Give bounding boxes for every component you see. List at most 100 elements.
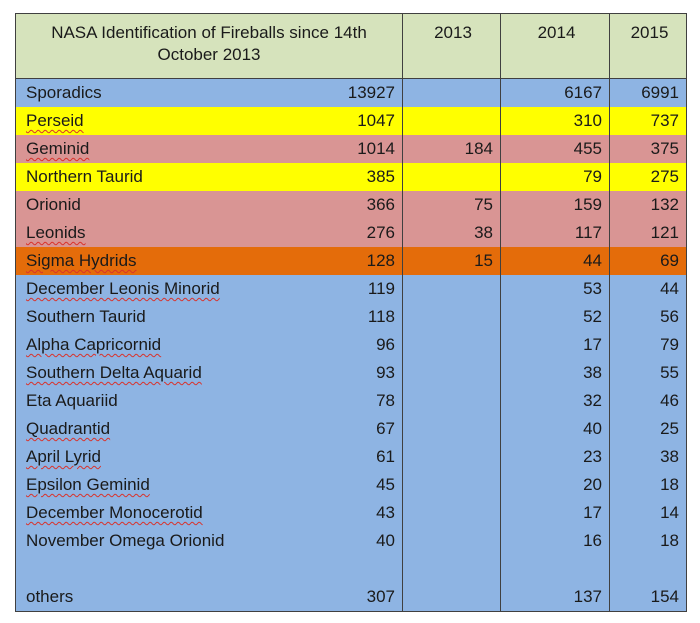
count-2014: 44 bbox=[500, 247, 611, 275]
count-2013 bbox=[402, 163, 502, 191]
count-2014: 117 bbox=[500, 219, 611, 247]
table-row: Perseid 1047 310 737 bbox=[15, 107, 688, 135]
count-2014: 38 bbox=[500, 359, 611, 387]
count-2014-text: 20 bbox=[583, 475, 603, 494]
shower-name: April Lyrid bbox=[15, 443, 326, 471]
count-2015-text: 79 bbox=[660, 335, 680, 354]
year-2014-header: 2014 bbox=[500, 13, 611, 79]
total-count: 366 bbox=[325, 191, 404, 219]
count-2014-text: 137 bbox=[573, 587, 603, 606]
count-2014: 20 bbox=[500, 471, 611, 499]
shower-name-text: Eta Aquariid bbox=[26, 391, 118, 410]
total-count: 385 bbox=[325, 163, 404, 191]
count-2015: 14 bbox=[609, 499, 688, 527]
total-count-text: 366 bbox=[366, 195, 396, 214]
count-2013: 184 bbox=[402, 135, 502, 163]
count-2014: 79 bbox=[500, 163, 611, 191]
total-count-text: 118 bbox=[367, 307, 396, 326]
shower-name: December Leonis Minorid bbox=[15, 275, 326, 303]
total-count-text: 128 bbox=[366, 251, 396, 270]
count-2014-text: 17 bbox=[583, 335, 603, 354]
shower-name-text: Orionid bbox=[26, 195, 81, 214]
shower-name-text: Sporadics bbox=[26, 83, 102, 102]
count-2014: 137 bbox=[500, 583, 611, 612]
count-2014-text: 6167 bbox=[564, 83, 603, 102]
count-2013 bbox=[402, 107, 502, 135]
count-2014-text: 310 bbox=[573, 111, 603, 130]
count-2015-text: 18 bbox=[660, 531, 680, 550]
count-2014-text: 38 bbox=[583, 363, 603, 382]
count-2015-text: 55 bbox=[660, 363, 680, 382]
table-row: Southern Taurid 118 52 56 bbox=[15, 303, 688, 331]
count-2014 bbox=[500, 555, 611, 583]
total-count-text: 61 bbox=[376, 447, 396, 466]
shower-name: Sporadics bbox=[15, 78, 326, 107]
shower-name: Quadrantid bbox=[15, 415, 326, 443]
count-2013-text: 38 bbox=[474, 223, 494, 242]
count-2015: 154 bbox=[609, 583, 688, 612]
count-2014-text: 79 bbox=[583, 167, 603, 186]
total-count: 118 bbox=[325, 303, 404, 331]
count-2013: 15 bbox=[402, 247, 502, 275]
count-2014-text: 44 bbox=[583, 251, 603, 270]
year-2015-header: 2015 bbox=[609, 13, 688, 79]
count-2013 bbox=[402, 78, 502, 107]
shower-name: Eta Aquariid bbox=[15, 387, 326, 415]
shower-name-text: Quadrantid bbox=[26, 419, 111, 438]
count-2014: 310 bbox=[500, 107, 611, 135]
count-2015-text: 737 bbox=[650, 111, 680, 130]
total-count-text: 45 bbox=[376, 475, 396, 494]
shower-name-text: Southern Delta Aquarid bbox=[26, 363, 202, 382]
shower-name-text: others bbox=[26, 587, 74, 606]
table-row: Quadrantid 67 40 25 bbox=[15, 415, 688, 443]
count-2015: 6991 bbox=[609, 78, 688, 107]
shower-name: Epsilon Geminid bbox=[15, 471, 326, 499]
shower-name: December Monocerotid bbox=[15, 499, 326, 527]
shower-name-text: Leonids bbox=[26, 223, 86, 242]
count-2013-text: 75 bbox=[474, 195, 494, 214]
table-row: November Omega Orionid 40 16 18 bbox=[15, 527, 688, 555]
count-2015 bbox=[609, 555, 688, 583]
shower-name-text: April Lyrid bbox=[26, 447, 101, 466]
count-2014: 17 bbox=[500, 499, 611, 527]
shower-name: Alpha Capricornid bbox=[15, 331, 326, 359]
count-2015: 56 bbox=[609, 303, 688, 331]
count-2015: 55 bbox=[609, 359, 688, 387]
table-row: Epsilon Geminid 45 20 18 bbox=[15, 471, 688, 499]
shower-name-text: December Monocerotid bbox=[26, 503, 203, 522]
total-count: 45 bbox=[325, 471, 404, 499]
total-count: 96 bbox=[325, 331, 404, 359]
count-2013: 38 bbox=[402, 219, 502, 247]
table-row: April Lyrid 61 23 38 bbox=[15, 443, 688, 471]
table-row: December Leonis Minorid 119 53 44 bbox=[15, 275, 688, 303]
count-2013 bbox=[402, 583, 502, 612]
total-count: 119 bbox=[325, 275, 404, 303]
count-2013 bbox=[402, 303, 502, 331]
count-2015-text: 25 bbox=[660, 419, 680, 438]
shower-name-text: Southern Taurid bbox=[26, 307, 146, 326]
total-count-text: 119 bbox=[367, 279, 396, 298]
count-2015-text: 121 bbox=[650, 223, 680, 242]
count-2013 bbox=[402, 499, 502, 527]
total-count: 67 bbox=[325, 415, 404, 443]
count-2014: 32 bbox=[500, 387, 611, 415]
shower-name bbox=[15, 555, 326, 583]
count-2013 bbox=[402, 471, 502, 499]
count-2015: 275 bbox=[609, 163, 688, 191]
total-count: 128 bbox=[325, 247, 404, 275]
count-2015: 25 bbox=[609, 415, 688, 443]
total-count-text: 276 bbox=[366, 223, 396, 242]
total-count: 93 bbox=[325, 359, 404, 387]
table-row: Southern Delta Aquarid 93 38 55 bbox=[15, 359, 688, 387]
count-2013 bbox=[402, 387, 502, 415]
count-2015: 38 bbox=[609, 443, 688, 471]
total-count-text: 1047 bbox=[357, 111, 396, 130]
table-body: Sporadics 13927 6167 6991 Perseid 1047 310 737 G… bbox=[15, 78, 688, 612]
count-2014: 159 bbox=[500, 191, 611, 219]
total-count: 13927 bbox=[325, 78, 404, 107]
total-count: 78 bbox=[325, 387, 404, 415]
count-2014: 53 bbox=[500, 275, 611, 303]
shower-name-text: Alpha Capricornid bbox=[26, 335, 162, 354]
count-2014-text: 53 bbox=[583, 279, 603, 298]
count-2015-text: 46 bbox=[660, 391, 680, 410]
